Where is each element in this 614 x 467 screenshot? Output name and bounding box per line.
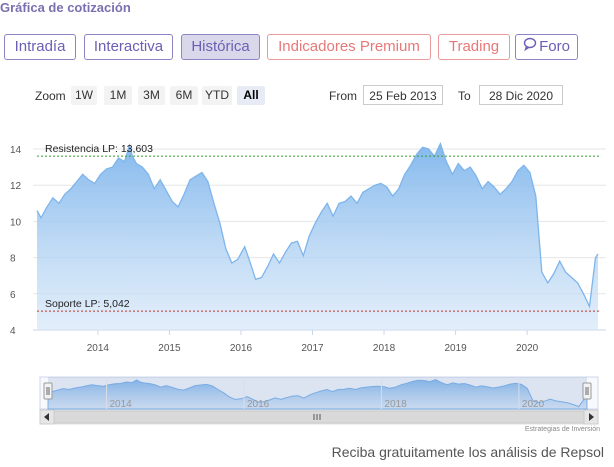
x-tick-label: 2019 — [444, 343, 467, 354]
chat-bubble-icon — [523, 35, 537, 59]
tab-intradia[interactable]: Intradía — [4, 34, 76, 60]
y-tick-label: 4 — [10, 326, 16, 337]
tab-trading[interactable]: Trading — [438, 34, 510, 60]
tab-indicadores-premium[interactable]: Indicadores Premium — [267, 34, 431, 60]
x-tick-label: 2014 — [87, 343, 110, 354]
x-tick-label: 2018 — [373, 343, 396, 354]
x-tick-label: 2016 — [230, 343, 253, 354]
scrollbar-thumb[interactable] — [53, 410, 585, 424]
resistance-label: Resistencia LP: 13,603 — [45, 143, 153, 155]
y-tick-label: 6 — [10, 290, 16, 301]
zoom-label: Zoom — [35, 89, 66, 103]
tab-foro-label: Foro — [539, 38, 570, 55]
x-tick-label: 2015 — [158, 343, 181, 354]
level-lines: Resistencia LP: 13,603 Soporte LP: 5,042 — [37, 143, 600, 312]
x-axis-labels: 2014 2015 2016 2017 2018 2019 2020 — [87, 330, 539, 354]
zoom-1m-button[interactable]: 1M — [104, 86, 132, 105]
y-tick-label: 10 — [10, 217, 22, 228]
navigator-tick-label: 2014 — [109, 399, 132, 410]
navigator-left-handle[interactable] — [43, 382, 53, 400]
navigator-tick-label: 2016 — [247, 399, 270, 410]
tab-foro[interactable]: Foro — [515, 34, 578, 60]
y-axis-labels: 4 6 8 10 12 14 — [10, 145, 22, 337]
price-area — [37, 143, 598, 330]
navigator-selection — [48, 377, 587, 409]
price-series — [36, 141, 599, 330]
navigator-right-handle[interactable] — [582, 382, 592, 400]
zoom-1w-button[interactable]: 1W — [71, 86, 97, 105]
x-tick-label: 2017 — [301, 343, 324, 354]
zoom-6m-button[interactable]: 6M — [170, 86, 198, 105]
chart-credit: Estrategias de Inversión — [524, 426, 600, 433]
price-line — [36, 141, 599, 309]
scroll-left-icon — [44, 413, 49, 421]
from-label: From — [329, 89, 357, 103]
tab-historica[interactable]: Histórica — [181, 34, 260, 60]
zoom-all-button[interactable]: All — [237, 86, 265, 105]
x-tick-label: 2020 — [516, 343, 539, 354]
page-title: Gráfica de cotización — [0, 0, 131, 15]
footer-text[interactable]: Reciba gratuitamente los análisis de Rep… — [331, 444, 604, 460]
scroll-right-icon — [589, 413, 594, 421]
y-tick-label: 14 — [10, 145, 22, 156]
y-tick-label: 8 — [10, 254, 16, 265]
navigator: 2014 2016 2018 2020 — [39, 376, 599, 425]
to-date-input[interactable]: 28 Dic 2020 — [479, 85, 563, 105]
zoom-ytd-button[interactable]: YTD — [202, 86, 232, 105]
support-label: Soporte LP: 5,042 — [45, 298, 130, 310]
navigator-tick-label: 2018 — [384, 399, 407, 410]
zoom-3m-button[interactable]: 3M — [138, 86, 165, 105]
navigator-area — [47, 379, 588, 410]
tab-interactiva[interactable]: Interactiva — [84, 34, 173, 60]
to-label: To — [458, 89, 471, 103]
navigator-tick-label: 2020 — [522, 399, 545, 410]
y-tick-label: 12 — [10, 181, 22, 192]
from-date-input[interactable]: 25 Feb 2013 — [363, 85, 443, 105]
